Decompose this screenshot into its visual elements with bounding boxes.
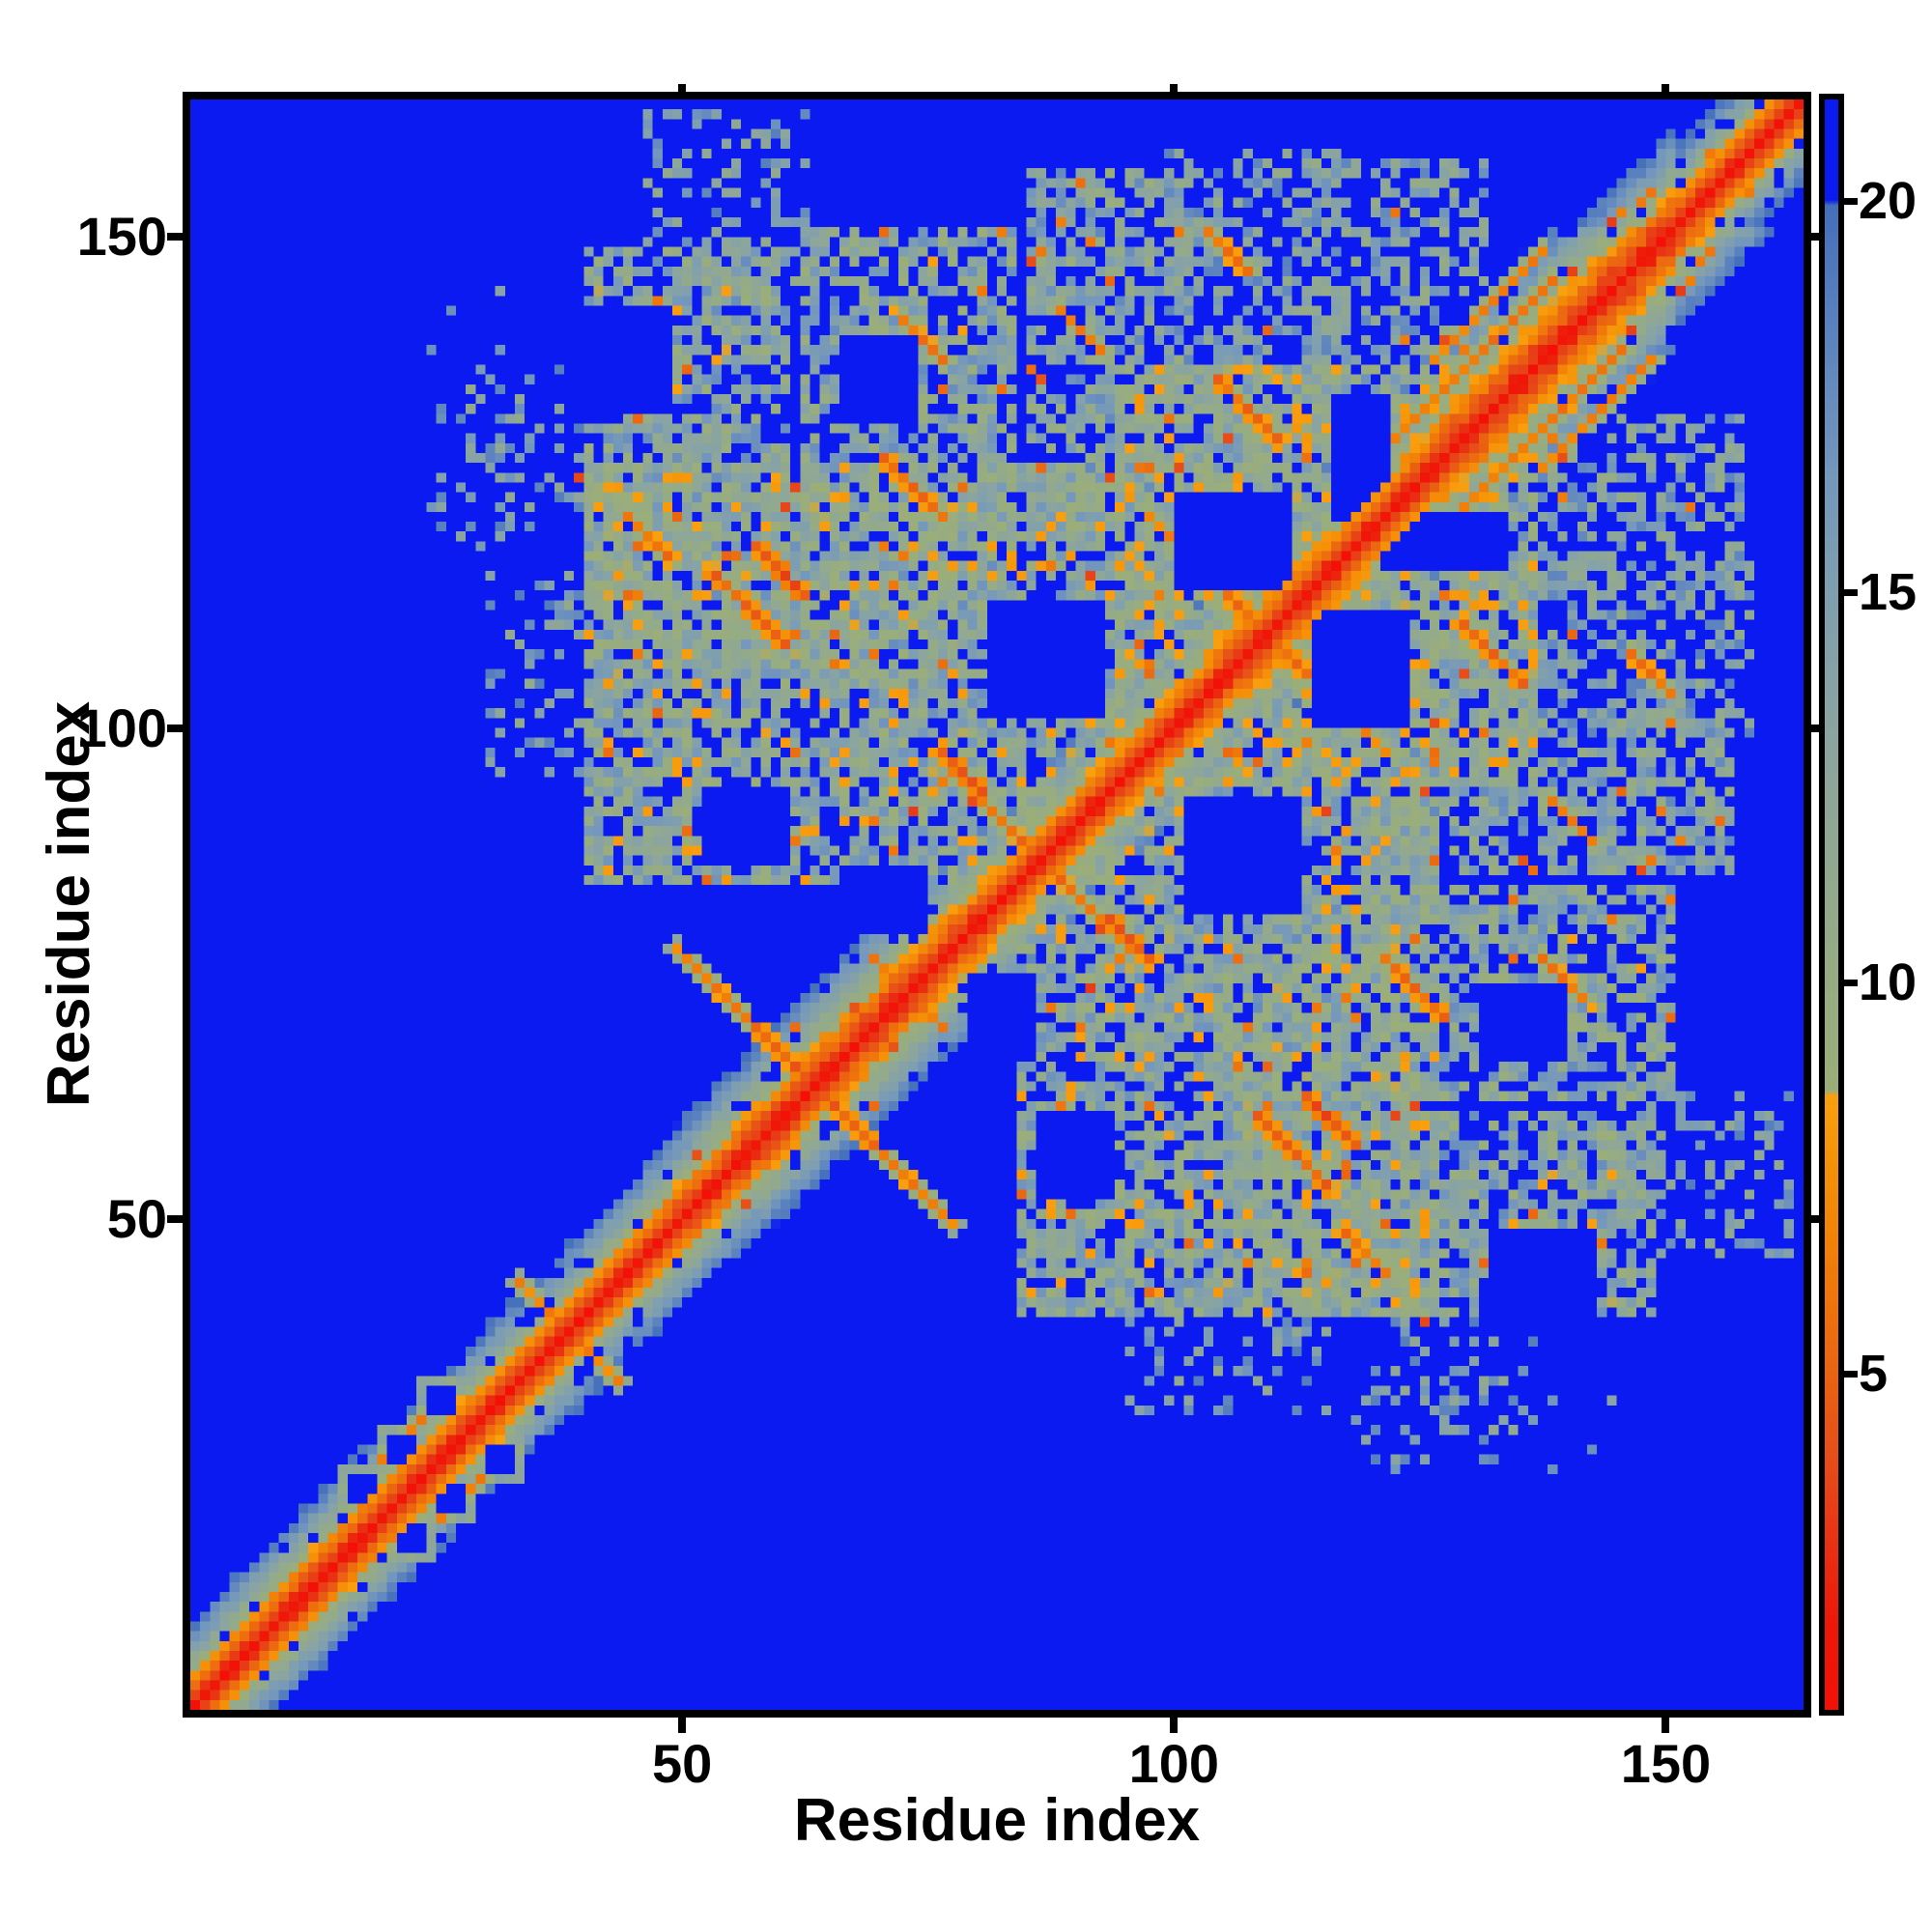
y-tick-left	[167, 1214, 183, 1223]
x-tick-top	[1662, 84, 1670, 99]
y-tick-right	[1811, 233, 1821, 242]
y-tick-left	[167, 724, 183, 732]
y-tick-right	[1811, 1214, 1821, 1223]
heatmap-canvas	[190, 99, 1804, 1710]
y-tick-right	[1811, 724, 1821, 732]
y-axis-title: Residue index	[36, 700, 102, 1108]
y-tick-left	[167, 233, 183, 242]
colorbar-canvas	[1825, 99, 1838, 1710]
colorbar-tick-label: 20	[1859, 172, 1918, 231]
x-tick-top	[1170, 84, 1179, 99]
colorbar-tick-label: 5	[1859, 1345, 1889, 1404]
y-tick-label: 100	[76, 696, 167, 758]
x-tick-label: 100	[1128, 1733, 1219, 1794]
colorbar-frame	[1819, 94, 1844, 1716]
colorbar-tick	[1844, 588, 1858, 596]
colorbar-tick-label: 15	[1859, 562, 1918, 621]
colorbar-tick-label: 10	[1859, 953, 1918, 1012]
x-axis-title: Residue index	[793, 1787, 1201, 1854]
colorbar-tick	[1844, 198, 1858, 206]
y-tick-label: 50	[106, 1187, 167, 1249]
x-tick-bottom	[1662, 1718, 1670, 1733]
x-tick-bottom	[678, 1718, 687, 1733]
y-tick-label: 150	[76, 206, 167, 268]
colorbar-tick	[1844, 1371, 1858, 1378]
x-tick-label: 50	[651, 1733, 713, 1794]
x-tick-label: 150	[1620, 1733, 1712, 1794]
colorbar-tick	[1844, 980, 1858, 987]
x-tick-top	[678, 84, 687, 99]
x-tick-bottom	[1170, 1718, 1179, 1733]
